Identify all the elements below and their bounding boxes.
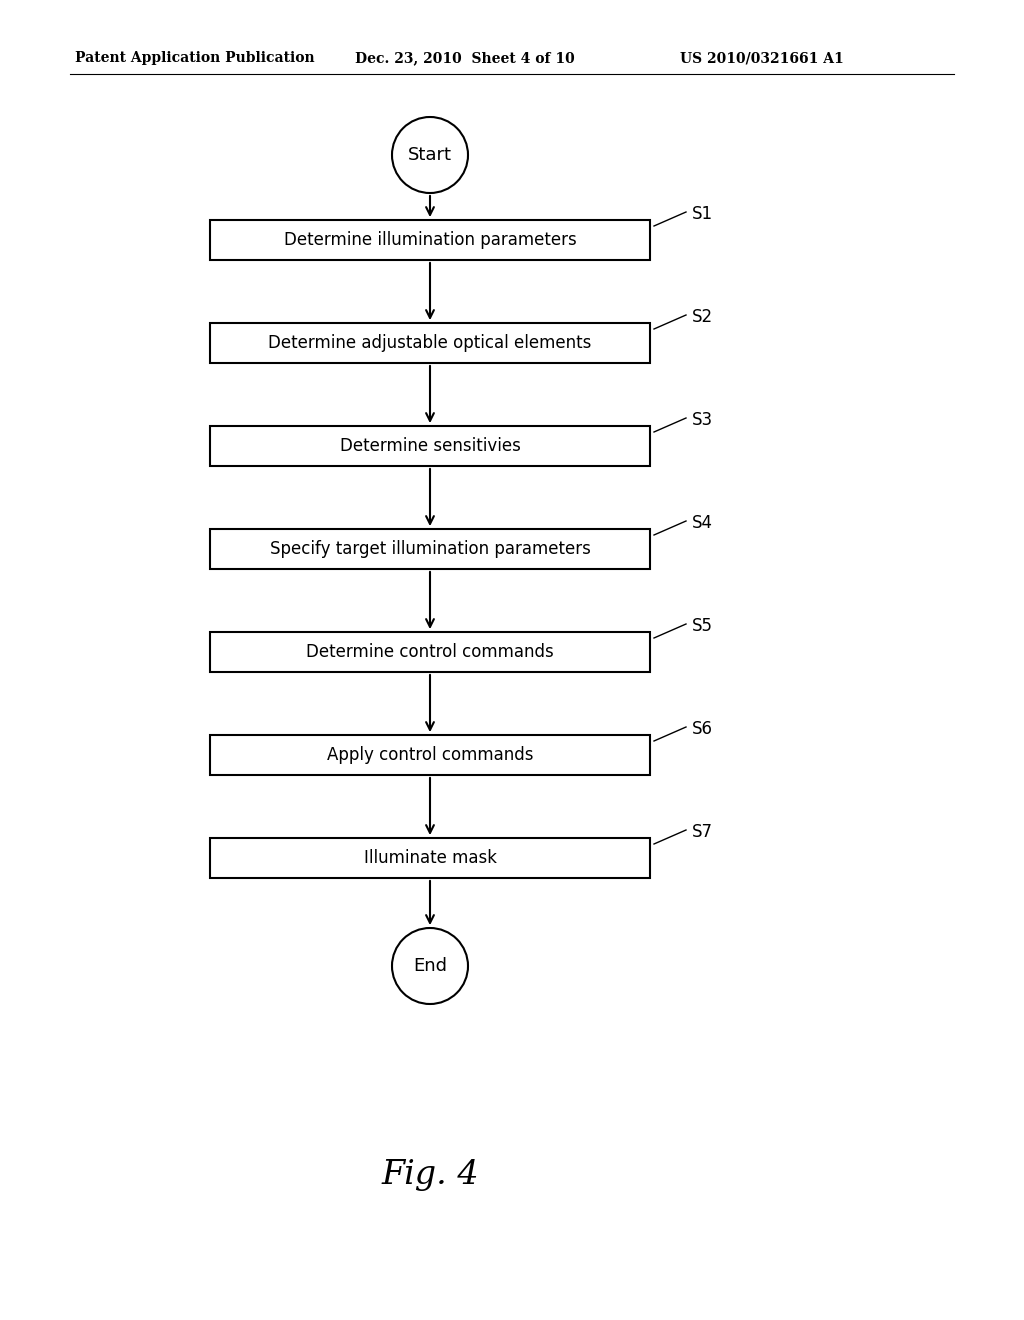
Text: S4: S4 xyxy=(692,513,713,532)
Text: Illuminate mask: Illuminate mask xyxy=(364,849,497,867)
Bar xyxy=(210,529,650,569)
Bar xyxy=(210,220,650,260)
Text: S1: S1 xyxy=(692,205,713,223)
Text: Determine control commands: Determine control commands xyxy=(306,643,554,661)
Circle shape xyxy=(392,117,468,193)
Text: Dec. 23, 2010  Sheet 4 of 10: Dec. 23, 2010 Sheet 4 of 10 xyxy=(355,51,574,65)
Text: Determine illumination parameters: Determine illumination parameters xyxy=(284,231,577,249)
Bar xyxy=(210,632,650,672)
Bar xyxy=(210,426,650,466)
Text: S5: S5 xyxy=(692,616,713,635)
Text: Patent Application Publication: Patent Application Publication xyxy=(75,51,314,65)
Text: S3: S3 xyxy=(692,411,713,429)
Text: Determine sensitivies: Determine sensitivies xyxy=(340,437,520,455)
Bar xyxy=(210,735,650,775)
Text: Specify target illumination parameters: Specify target illumination parameters xyxy=(269,540,591,558)
Circle shape xyxy=(392,928,468,1005)
Text: S6: S6 xyxy=(692,719,713,738)
Bar xyxy=(210,323,650,363)
Text: End: End xyxy=(413,957,447,975)
Text: Determine adjustable optical elements: Determine adjustable optical elements xyxy=(268,334,592,352)
Text: US 2010/0321661 A1: US 2010/0321661 A1 xyxy=(680,51,844,65)
Text: Start: Start xyxy=(408,147,452,164)
Text: S2: S2 xyxy=(692,308,713,326)
Bar xyxy=(210,838,650,878)
Text: S7: S7 xyxy=(692,822,713,841)
Text: Apply control commands: Apply control commands xyxy=(327,746,534,764)
Text: Fig. 4: Fig. 4 xyxy=(381,1159,479,1191)
